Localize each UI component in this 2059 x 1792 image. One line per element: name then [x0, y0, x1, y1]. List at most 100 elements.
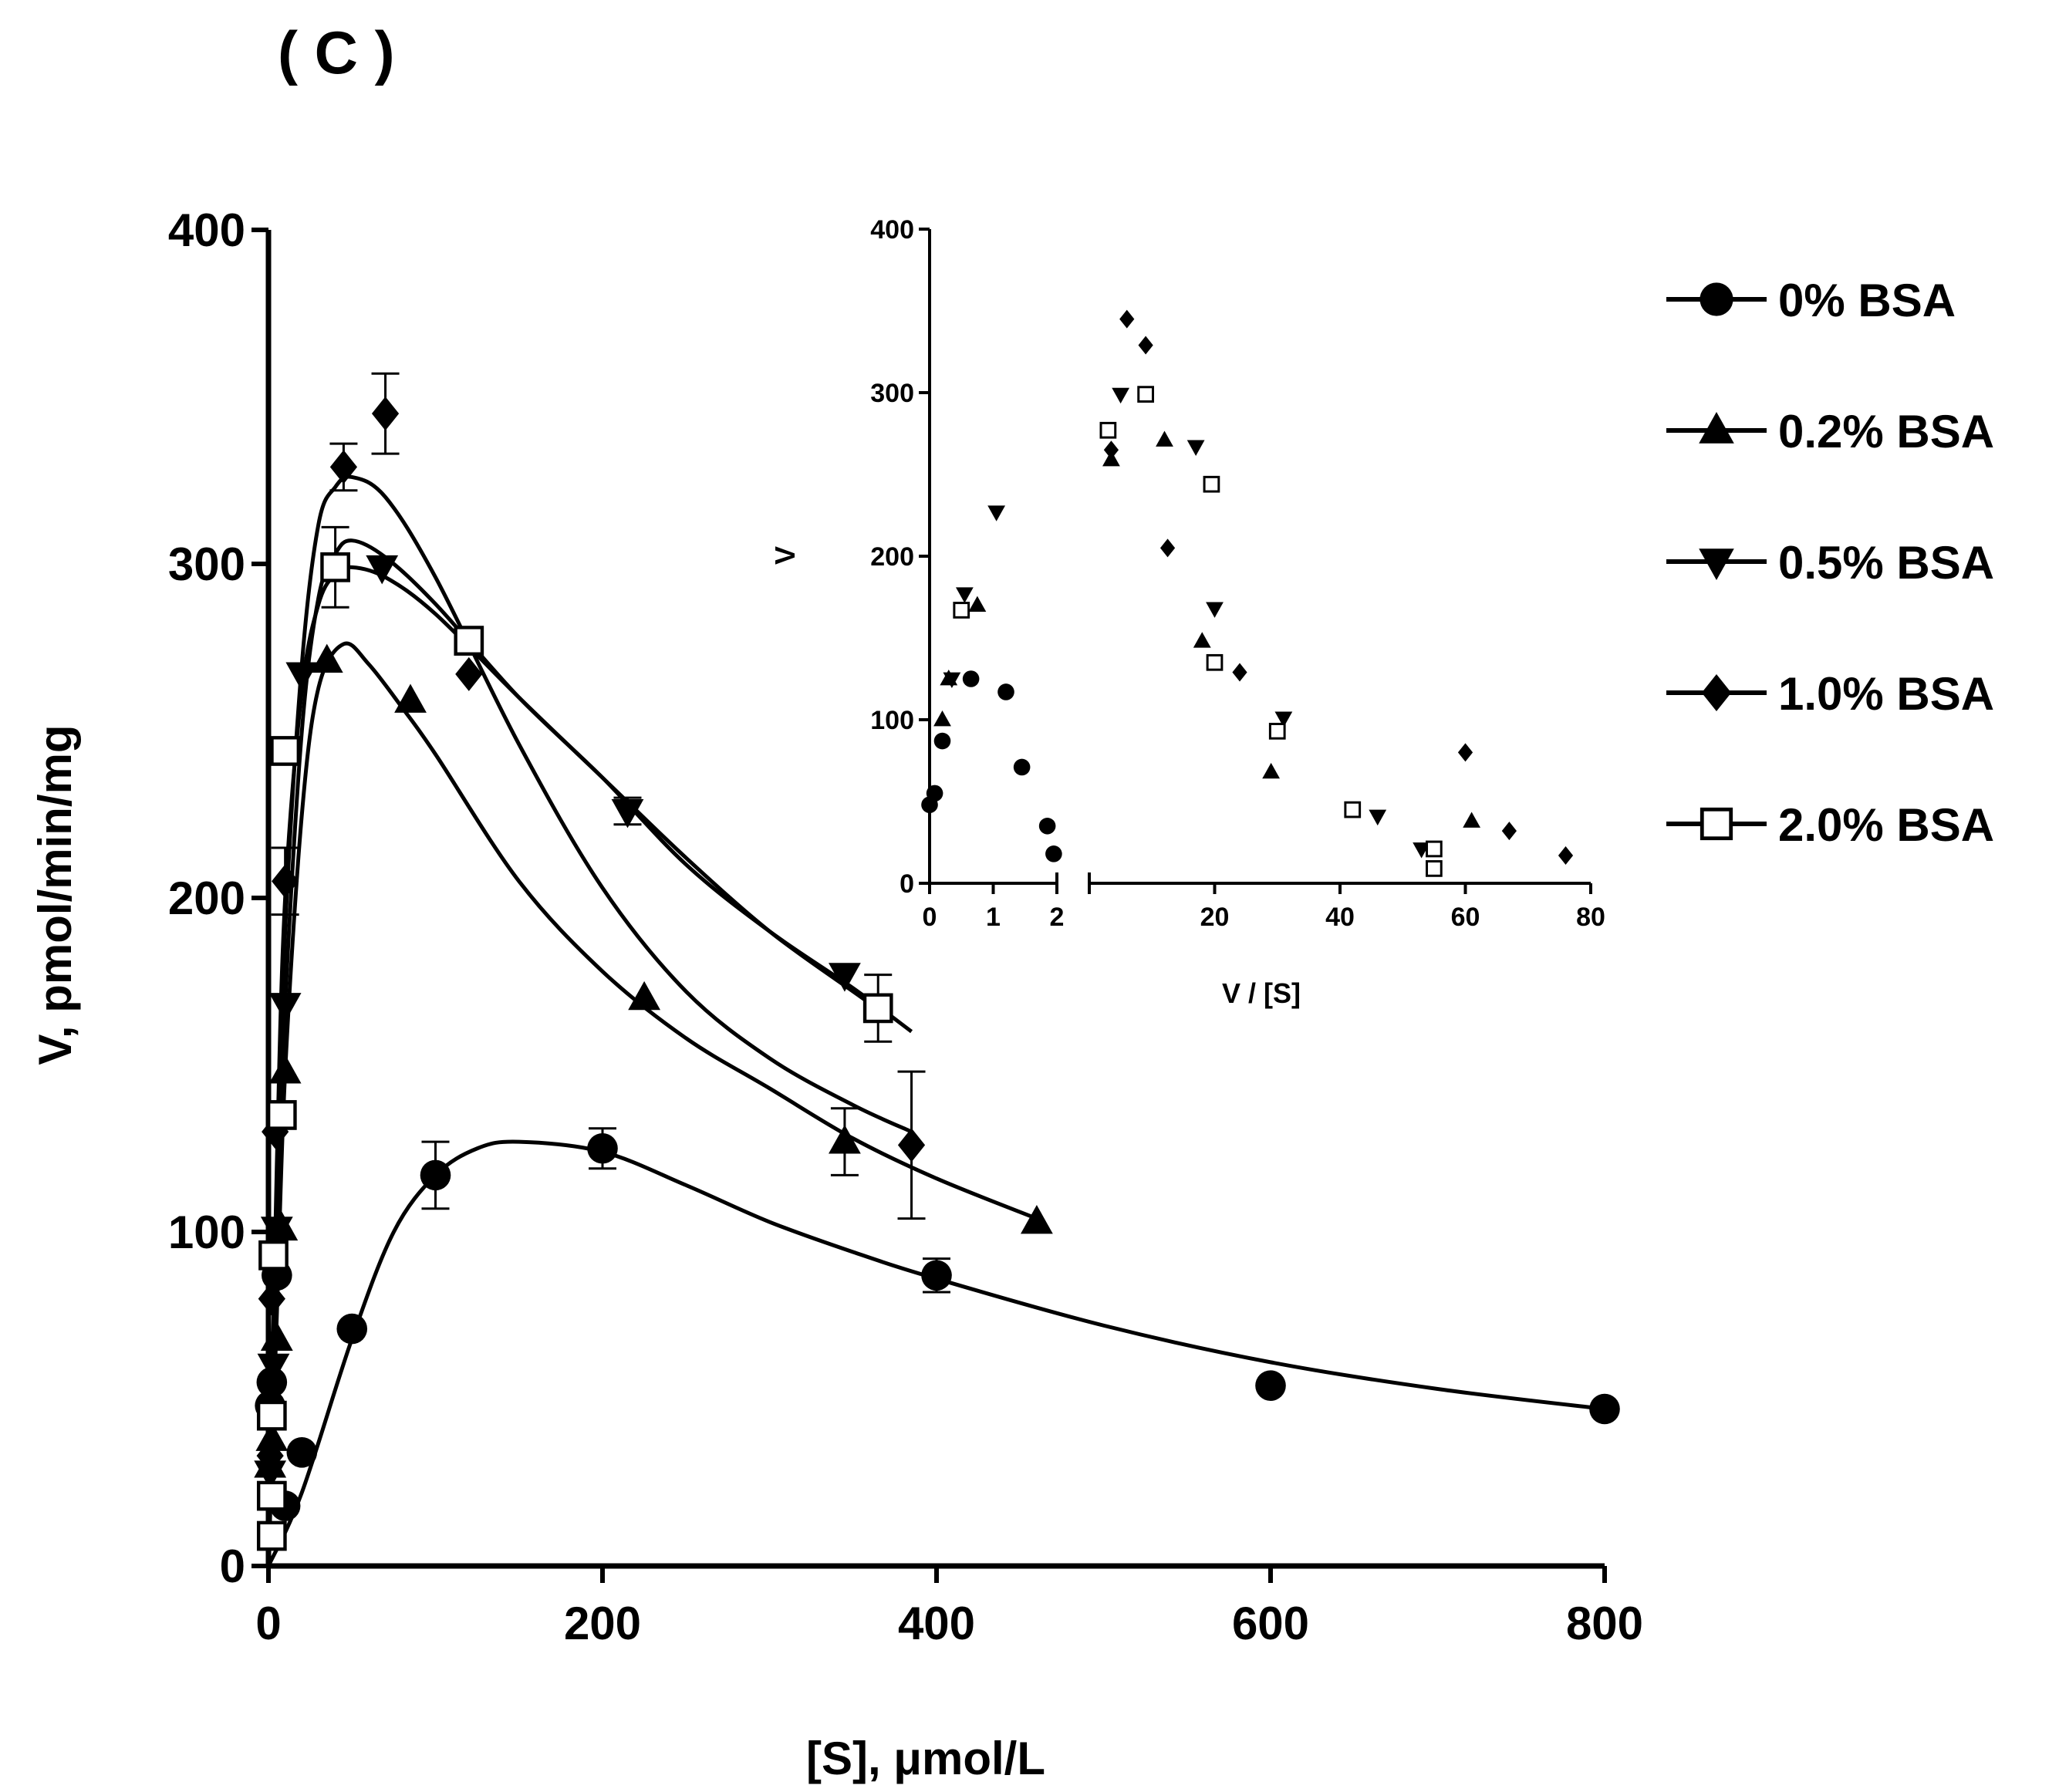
- y-axis-label: V, pmol/min/mg: [29, 724, 81, 1065]
- inset-data-point: [1203, 475, 1220, 493]
- legend-marker: [1700, 807, 1733, 841]
- x-axis-label: [S], μmol/L: [806, 1733, 1045, 1784]
- series-0-5-bsa: [254, 538, 913, 1567]
- inset-data-point: [1103, 440, 1119, 460]
- inset-x-tick-label: 60: [1451, 903, 1480, 932]
- inset-x-tick-label: 2: [1050, 903, 1065, 932]
- legend-label: 1.0% BSA: [1778, 668, 1994, 720]
- data-point: [262, 1115, 289, 1149]
- inset-data-point: [1369, 809, 1387, 826]
- data-point: [1255, 1370, 1286, 1401]
- x-tick-label: 600: [1232, 1598, 1309, 1649]
- inset-y-axis-label: V: [769, 546, 801, 565]
- data-point: [256, 1480, 287, 1511]
- legend-marker: [1700, 282, 1733, 316]
- fit-curve: [266, 641, 1038, 1567]
- data-point: [1589, 1393, 1620, 1425]
- legend-entry-1-0-bsa: 1.0% BSA: [1666, 668, 1994, 720]
- y-tick-label: 0: [220, 1541, 245, 1592]
- data-point: [587, 1132, 618, 1164]
- inset-data-point: [1013, 758, 1031, 776]
- legend-entry-2-0-bsa: 2.0% BSA: [1666, 799, 1994, 851]
- inset-data-point: [1112, 387, 1130, 404]
- inset-y-tick-label: 300: [870, 379, 914, 408]
- y-tick-label: 200: [168, 872, 245, 924]
- inset-data-point: [1268, 722, 1286, 740]
- inset-data-point: [1501, 822, 1517, 841]
- inset-data-point: [1262, 762, 1281, 779]
- legend-label: 0% BSA: [1778, 275, 1956, 326]
- x-tick-label: 0: [255, 1598, 281, 1649]
- data-point: [268, 993, 302, 1022]
- data-point: [270, 736, 301, 766]
- data-point: [1021, 1205, 1053, 1234]
- data-point: [366, 555, 399, 585]
- data-point: [258, 1281, 285, 1316]
- legend: 0% BSA 0.2% BSA 0.5% BSA 1.0% BSA 2.0% BSA: [1666, 275, 1994, 851]
- inset-data-point: [962, 670, 980, 687]
- inset-x-tick-label: 1: [986, 903, 1001, 932]
- inset-x-tick-label: 80: [1576, 903, 1605, 932]
- legend-label: 0.5% BSA: [1778, 537, 1994, 589]
- inset-data-point: [1138, 336, 1153, 355]
- data-point: [829, 963, 861, 992]
- inset-data-point: [1038, 818, 1056, 835]
- legend-label: 2.0% BSA: [1778, 799, 1994, 851]
- legend-entry-0-5-bsa: 0.5% BSA: [1666, 537, 1994, 589]
- inset-data-point: [1159, 538, 1176, 558]
- data-point: [394, 683, 427, 713]
- fit-curve: [266, 1139, 1605, 1568]
- data-point: [897, 1128, 926, 1163]
- x-tick-label: 200: [564, 1598, 641, 1649]
- data-point: [336, 1313, 368, 1345]
- inset-data-point: [933, 732, 951, 750]
- inset-data-point: [926, 785, 943, 802]
- data-point: [286, 1436, 318, 1468]
- inset-data-point: [1558, 845, 1574, 865]
- inset-data-point: [1426, 860, 1443, 877]
- inset-data-point: [1119, 309, 1135, 329]
- data-point: [371, 397, 400, 431]
- inset-series-1-0-bsa: [1103, 309, 1574, 865]
- data-point: [628, 980, 661, 1011]
- y-tick-label: 300: [168, 538, 245, 590]
- legend-entry-0-bsa: 0% BSA: [1666, 275, 1956, 326]
- fit-curve: [266, 474, 913, 1567]
- x-tick-label: 800: [1566, 1598, 1643, 1649]
- inset-data-point: [943, 672, 961, 688]
- inset-data-point: [968, 596, 987, 612]
- legend-label: 0.2% BSA: [1778, 406, 1994, 457]
- inset-data-point: [1206, 653, 1224, 671]
- fit-curve: [266, 538, 913, 1567]
- inset-data-point: [1463, 812, 1481, 828]
- panel-label: ( C ): [278, 19, 395, 86]
- legend-marker: [1699, 412, 1734, 444]
- fit-curve: [266, 565, 888, 1567]
- data-point: [862, 993, 893, 1024]
- inset-data-point: [987, 505, 1006, 521]
- data-point: [420, 1159, 451, 1191]
- data-point: [320, 552, 350, 582]
- legend-entry-0-2-bsa: 0.2% BSA: [1666, 406, 1994, 457]
- inset-data-point: [1193, 632, 1211, 648]
- inset-data-point: [953, 602, 970, 619]
- inset-data-point: [1274, 711, 1293, 727]
- inset-data-point: [933, 710, 951, 727]
- data-point: [310, 643, 343, 673]
- inset-plot: 0 100 200 300 400 0 1 2 20 40 60 80 V / [S] V: [769, 215, 1605, 1009]
- data-point: [260, 1321, 293, 1351]
- data-point: [829, 1125, 861, 1154]
- inset-x-tick-label: 0: [923, 903, 937, 932]
- data-point: [611, 799, 644, 829]
- inset-x-tick-label: 20: [1200, 903, 1230, 932]
- legend-marker: [1699, 548, 1734, 580]
- data-point: [921, 1260, 952, 1291]
- inset-y-tick-label: 200: [870, 542, 914, 572]
- inset-data-point: [1156, 430, 1173, 447]
- series-0-2-bsa: [254, 641, 1053, 1567]
- data-point: [266, 1100, 297, 1130]
- inset-data-point: [955, 587, 974, 603]
- inset-data-point: [1232, 663, 1247, 682]
